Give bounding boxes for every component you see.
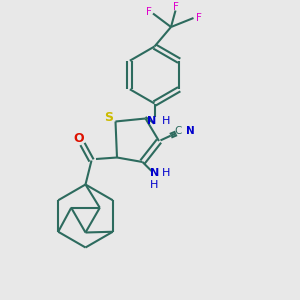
Text: N: N [150, 167, 159, 178]
Text: H: H [150, 180, 159, 190]
Text: S: S [104, 111, 113, 124]
Text: O: O [74, 132, 84, 145]
Text: F: F [172, 2, 178, 12]
Text: F: F [196, 13, 202, 23]
Text: N: N [186, 126, 195, 136]
Text: F: F [146, 7, 152, 17]
Text: N: N [148, 116, 157, 126]
Text: H: H [162, 116, 170, 126]
Text: H: H [162, 167, 171, 178]
Text: C: C [175, 126, 182, 136]
